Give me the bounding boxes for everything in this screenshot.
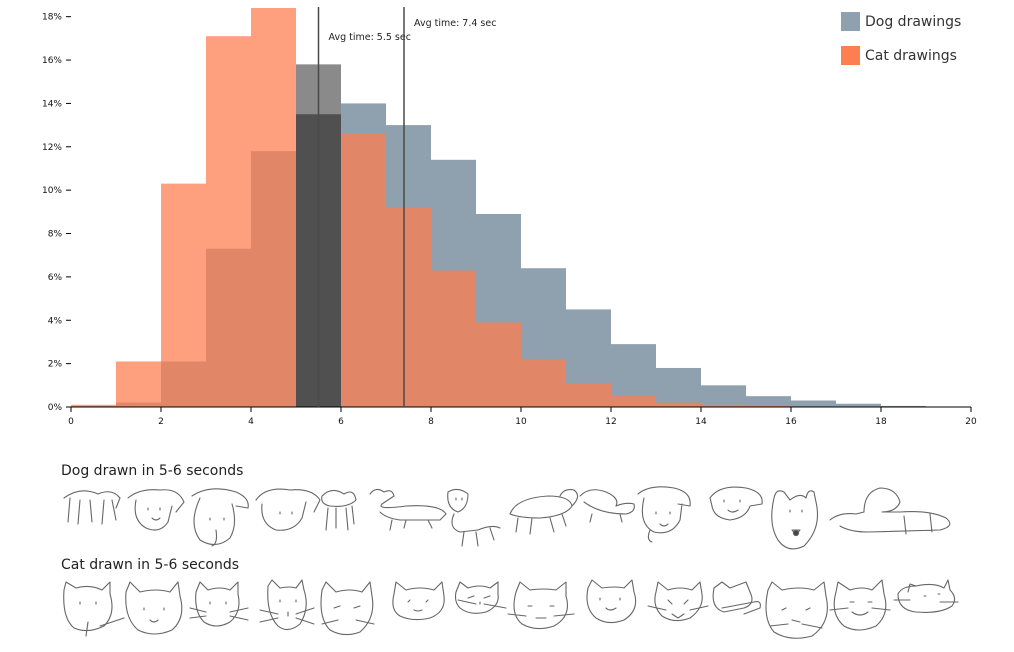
- cat-doodle-4: [259, 579, 315, 631]
- cat-doodle-8: [507, 581, 575, 630]
- y-tick-label-7: 14%: [42, 99, 62, 109]
- dog-doodle-2: [127, 489, 185, 531]
- x-tick-label-5: 10: [515, 417, 527, 427]
- cat-doodle-2: [125, 581, 183, 635]
- cat-bar-1: [116, 361, 161, 407]
- x-tick-label-0: 0: [68, 417, 74, 427]
- dog-doodle-4: [255, 488, 321, 531]
- y-tick-label-1: 2%: [48, 360, 63, 370]
- cat-bar-4: [251, 8, 296, 407]
- avg-label-1: Avg time: 7.4 sec: [414, 18, 496, 29]
- dog-doodle-7: [447, 488, 501, 547]
- dog-doodle-12: [771, 490, 819, 550]
- dog-bar-17: [836, 403, 881, 407]
- dog-doodle-8: [509, 489, 579, 535]
- cat-doodle-7: [454, 581, 507, 614]
- x-tick-label-2: 4: [248, 417, 254, 427]
- dog-bar-14: [701, 385, 746, 407]
- cat-doodle-13: [829, 579, 891, 631]
- cat-doodle-9: [586, 579, 637, 624]
- cat-doodle-6: [392, 581, 445, 621]
- cat-doodle-14: [893, 579, 959, 613]
- cat-bar-12: [611, 396, 656, 407]
- x-tick-label-6: 12: [605, 417, 616, 427]
- dog-doodle-9: [579, 489, 635, 523]
- cat-section-title: Cat drawn in 5-6 seconds: [61, 557, 240, 573]
- cat-doodles-row: [63, 579, 959, 639]
- cat-bar-8: [431, 270, 476, 407]
- dog-doodle-11: [709, 486, 763, 521]
- y-tick-label-8: 16%: [42, 56, 62, 66]
- dog-doodles-row: [63, 486, 951, 550]
- y-tick-label-4: 8%: [48, 230, 63, 240]
- dog-bar-16: [791, 400, 836, 407]
- x-tick-label-7: 14: [695, 417, 707, 427]
- y-tick-label-5: 10%: [42, 186, 62, 196]
- cat-bar-3: [206, 36, 251, 407]
- cat-bar-15: [746, 405, 791, 407]
- dog-doodle-1: [63, 490, 121, 525]
- dog-section-title: Dog drawn in 5-6 seconds: [61, 463, 244, 479]
- y-tick-label-6: 12%: [42, 143, 62, 153]
- legend-label-0: Dog drawings: [865, 14, 961, 30]
- dog-doodle-3: [191, 488, 249, 547]
- legend-swatch-0: [841, 12, 860, 31]
- y-tick-label-3: 6%: [48, 273, 63, 283]
- cat-doodle-12: [765, 581, 828, 639]
- x-tick-label-10: 20: [965, 417, 977, 427]
- cat-bar-10: [521, 359, 566, 407]
- dog-bar-13: [656, 367, 701, 407]
- dog-doodle-6: [369, 488, 447, 531]
- dog-doodle-13: [829, 487, 951, 535]
- y-tick-label-2: 4%: [48, 316, 63, 326]
- x-tick-label-1: 2: [158, 417, 164, 427]
- x-tick-label-9: 18: [875, 417, 887, 427]
- cat-bar-14: [701, 404, 746, 407]
- cat-doodle-10: [647, 581, 709, 622]
- avg-label-0: Avg time: 5.5 sec: [329, 32, 411, 43]
- cat-bar-6: [341, 133, 386, 408]
- cat-doodle-11: [712, 581, 761, 615]
- cat-doodle-3: [189, 581, 249, 627]
- cat-bar-13: [656, 402, 701, 407]
- dog-doodle-5: [321, 489, 357, 531]
- cat-doodle-5: [320, 581, 375, 636]
- cat-bar-2: [161, 183, 206, 407]
- y-tick-label-0: 0%: [48, 403, 63, 413]
- legend-label-1: Cat drawings: [865, 48, 957, 64]
- cat-bar-11: [566, 383, 611, 407]
- dog-bar-15: [746, 396, 791, 407]
- cat-bar-9: [476, 322, 521, 407]
- legend-swatch-1: [841, 46, 860, 65]
- x-tick-label-3: 6: [338, 417, 344, 427]
- histogram-chart: 0 2 4 6 8 10 12 14 16 18 20 0% 2% 4% 6% 8% 10% 12% 14% 16% 1…: [42, 7, 977, 427]
- cat-bar-0: [71, 404, 116, 407]
- y-tick-label-9: 18%: [42, 13, 62, 23]
- dog-doodle-10: [637, 486, 691, 543]
- cat-bar-7: [386, 207, 431, 407]
- x-tick-label-4: 8: [428, 417, 434, 427]
- cat-doodle-1: [63, 581, 125, 637]
- x-tick-label-8: 16: [785, 417, 797, 427]
- dog-bar-18: [881, 405, 926, 407]
